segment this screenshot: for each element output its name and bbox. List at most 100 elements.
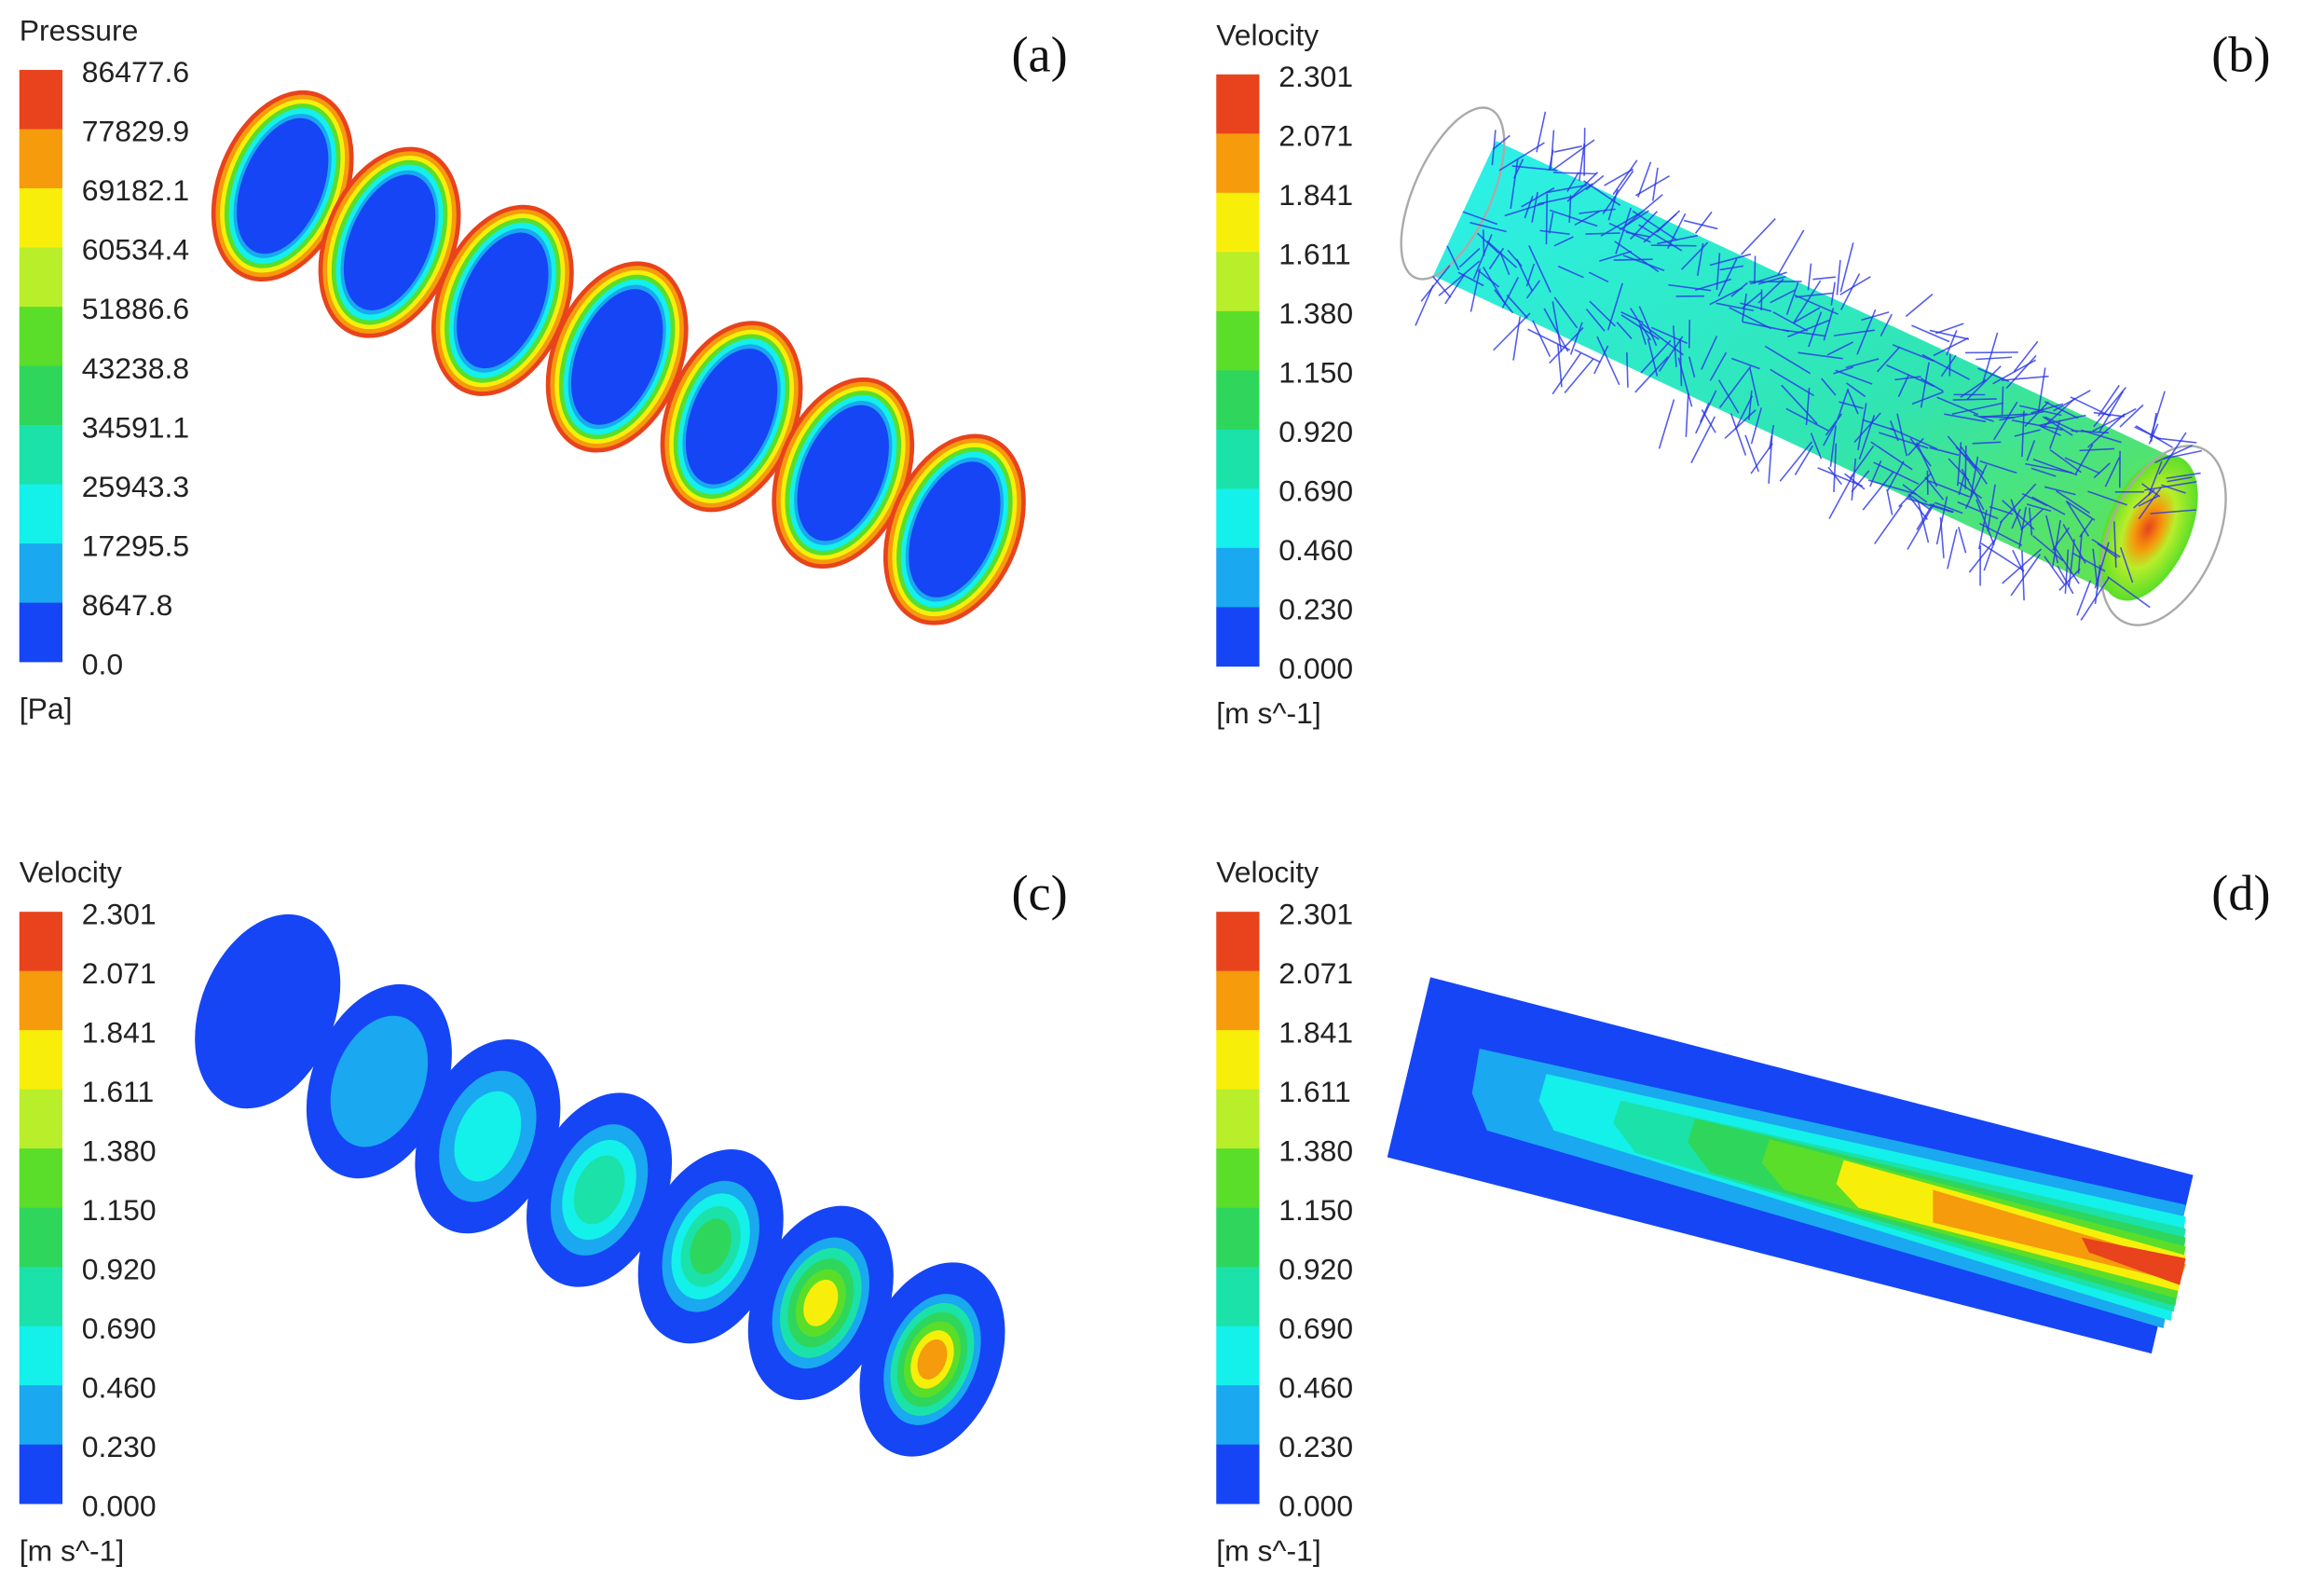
velocity-vector [2010,554,2041,597]
velocity-vector [1851,470,1870,493]
velocity-vector [1638,224,1683,252]
colorbar-tick: 0.0 [82,647,123,680]
colorbar-tick: 1.150 [82,1193,157,1227]
velocity-vector [1477,269,1500,288]
section-contour [2081,1237,2186,1285]
velocity-vector [1870,441,1913,471]
colorbar-band [1216,488,1260,549]
colorbar-tick: 0.460 [82,1370,157,1404]
velocity-vector [1553,296,1579,329]
velocity-vector [2092,407,2137,433]
velocity-vector [1825,413,1843,436]
colorbar-band [19,1030,63,1091]
colorbar-band [19,543,63,603]
velocity-vector [1579,208,1616,214]
velocity-ring [803,1279,839,1326]
colorbar-tick: 0.230 [1278,1430,1353,1463]
velocity-vector [2054,547,2080,584]
colorbar-tick: 2.301 [1278,897,1353,930]
velocity-slice [637,1149,784,1344]
colorbar-band [1216,607,1260,667]
velocity-vector [2098,384,2120,417]
velocity-vector [1966,365,2002,401]
velocity-slice [747,1205,894,1400]
velocity-vector [1647,338,1659,377]
pressure-ring [685,348,778,485]
velocity-vector [2104,457,2121,488]
velocity-vector [2079,447,2115,452]
velocity-vector [1729,307,1771,330]
velocity-vector [1948,353,1951,377]
velocity-ring [195,913,341,1109]
velocity-vector [1836,260,1841,295]
colorbar-band [1216,310,1260,371]
velocity-vector [2011,508,2021,529]
velocity-ring [690,1218,731,1274]
velocity-vector [1757,278,1784,304]
velocity-slice [859,1262,1005,1457]
velocity-vector [1493,134,1511,150]
velocity-vector [2052,527,2071,551]
velocity-vector [1740,302,1772,312]
colorbar-band [19,484,63,544]
velocity-vector [1964,446,1967,489]
velocity-slice [195,913,341,1109]
velocity-vector [1742,293,1747,323]
colorbar-band [19,1207,63,1268]
colorbar-band [19,1089,63,1149]
velocity-vector [1498,142,1545,172]
velocity-vector [2001,375,2049,381]
velocity-vector [1499,251,1511,276]
velocity-vector [2049,448,2082,474]
velocity-vector [1578,143,1586,182]
velocity-vector [2167,476,2193,483]
velocity-vector [1928,480,1971,498]
velocity-vector [1470,222,1507,233]
velocity-vector [1783,329,1825,337]
velocity-vector [1612,159,1638,196]
velocity-vector [2049,419,2061,449]
velocity-vector [2071,430,2110,434]
pressure-slice [545,261,689,453]
velocity-vector [1935,496,1948,545]
velocity-vector [1975,356,2012,361]
velocity-vector [2031,496,2066,515]
velocity-vector [2021,550,2025,601]
velocity-vector [2012,549,2024,573]
velocity-vector [1750,443,1773,474]
velocity-vector [1748,390,1753,420]
velocity-vector [2150,509,2196,515]
velocity-vector [2053,390,2091,412]
velocity-vector [1709,253,1752,267]
velocity-vector [2158,432,2187,475]
velocity-vector [1977,367,2010,382]
velocity-vector [1952,398,1997,401]
velocity-vector [2011,419,2063,432]
velocity-vector [1944,413,1987,423]
velocity-ring [917,1339,948,1380]
velocity-vector [1978,509,1988,550]
velocity-vector [1839,401,1864,409]
velocity-vector [1916,506,1933,530]
velocity-vector [1749,367,1759,406]
velocity-vector [1625,194,1663,227]
colorbar-tick: 2.301 [1278,60,1353,93]
velocity-vector [1681,241,1709,270]
velocity-vector [1717,258,1738,297]
colorbar-tick: 86477.6 [82,55,189,89]
velocity-vector [2039,414,2086,427]
colorbar-tick: 51886.6 [82,292,189,325]
velocity-vector [1585,309,1606,332]
colorbar-tick: 0.460 [1278,533,1353,567]
velocity-vector [1946,330,1958,356]
velocity-vector [1958,481,1983,500]
velocity-vector [1458,247,1481,268]
colorbar-tick: 0.230 [1278,593,1353,626]
velocity-vector [1493,312,1531,351]
velocity-vector [1724,409,1757,439]
cylinder-outline [2099,445,2227,626]
velocity-vector [2026,440,2036,461]
velocity-vector [1793,280,1822,323]
velocity-vector [1734,395,1754,431]
velocity-vector [1472,234,1493,280]
